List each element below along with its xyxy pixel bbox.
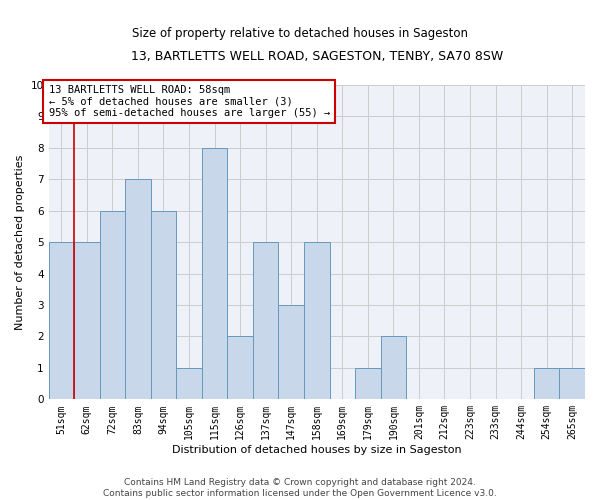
Bar	[534, 368, 559, 400]
Text: Size of property relative to detached houses in Sageston: Size of property relative to detached ho…	[132, 28, 468, 40]
Bar	[380, 336, 406, 400]
Text: Contains HM Land Registry data © Crown copyright and database right 2024.
Contai: Contains HM Land Registry data © Crown c…	[103, 478, 497, 498]
Bar	[125, 180, 151, 400]
Bar	[202, 148, 227, 400]
Y-axis label: Number of detached properties: Number of detached properties	[15, 154, 25, 330]
Bar	[355, 368, 380, 400]
Bar	[49, 242, 74, 400]
Bar	[304, 242, 329, 400]
Bar	[151, 210, 176, 400]
Bar	[253, 242, 278, 400]
X-axis label: Distribution of detached houses by size in Sageston: Distribution of detached houses by size …	[172, 445, 461, 455]
Bar	[100, 210, 125, 400]
Bar	[176, 368, 202, 400]
Bar	[278, 305, 304, 400]
Bar	[559, 368, 585, 400]
Text: 13 BARTLETTS WELL ROAD: 58sqm
← 5% of detached houses are smaller (3)
95% of sem: 13 BARTLETTS WELL ROAD: 58sqm ← 5% of de…	[49, 85, 330, 118]
Title: 13, BARTLETTS WELL ROAD, SAGESTON, TENBY, SA70 8SW: 13, BARTLETTS WELL ROAD, SAGESTON, TENBY…	[131, 50, 503, 63]
Bar	[74, 242, 100, 400]
Bar	[227, 336, 253, 400]
